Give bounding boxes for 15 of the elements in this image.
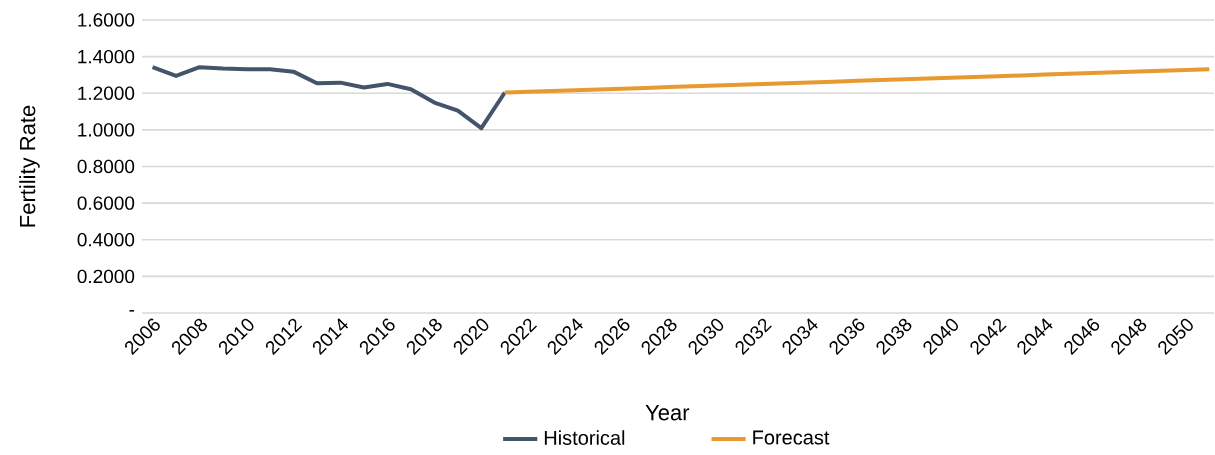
y-tick-label: 0.2000 [77,269,135,284]
y-tick-label: 1.2000 [78,86,135,100]
y-tick-label: 1.0000 [78,123,135,137]
y-tick-label: 1.4000 [78,49,135,64]
y-tick-label: 0.6000 [77,196,135,210]
legend-label: Historical [544,430,625,445]
y-tick-label: - [129,310,135,312]
line-series [150,65,507,131]
y-tick-label: 0.8000 [77,159,135,174]
y-tick-label: 0.4000 [77,233,135,247]
y-tick-label: 1.6000 [78,13,135,27]
x-axis-title: Year [645,405,690,421]
line-series [502,67,1212,95]
y-axis-title: Fertility Rate [19,105,40,227]
legend-label: Forecast [753,430,830,445]
